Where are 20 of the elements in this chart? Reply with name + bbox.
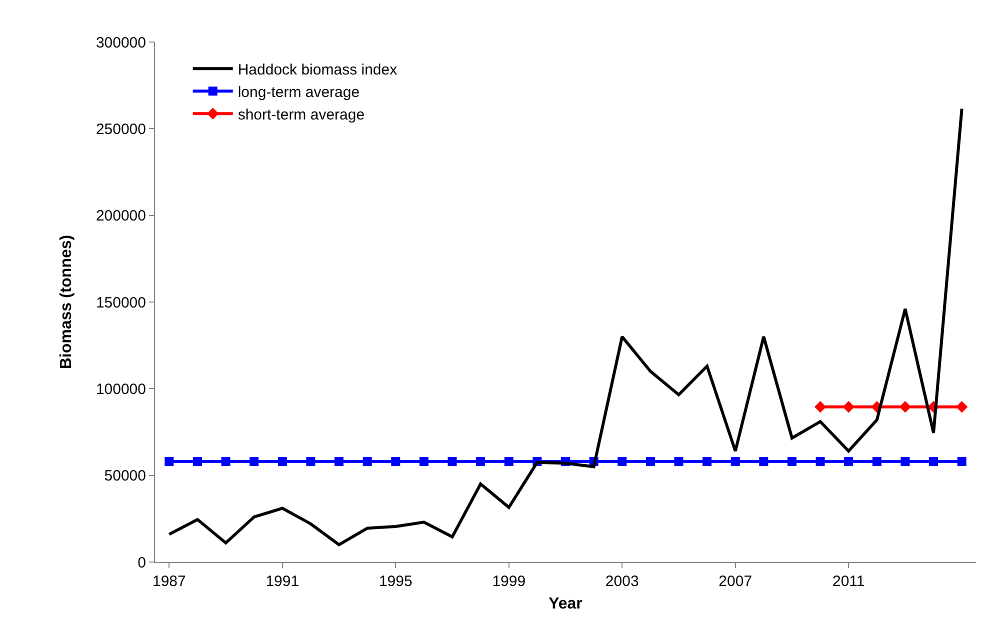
y-tick-label: 150000 <box>96 294 146 312</box>
legend-label: short-term average <box>238 106 365 124</box>
y-tick-label: 250000 <box>96 120 146 138</box>
x-tick-label: 2011 <box>832 573 865 590</box>
y-tick-label: 300000 <box>96 34 146 52</box>
y-tick-label: 100000 <box>96 380 146 398</box>
y-tick-label: 200000 <box>96 208 146 225</box>
legend-label: Haddock biomass index <box>238 62 398 78</box>
x-tick-label: 1995 <box>378 573 412 590</box>
y-axis-title: Biomass (tonnes) <box>58 234 75 370</box>
x-tick-label: 2003 <box>605 573 639 590</box>
x-tick-label: 1999 <box>492 573 526 590</box>
x-axis-title: Year <box>548 596 582 613</box>
y-tick-label: 0 <box>138 554 146 572</box>
x-tick-label: 2007 <box>718 573 752 590</box>
legend-label: long-term average <box>238 84 360 101</box>
line-series <box>168 107 964 546</box>
y-tick-label: 50000 <box>104 468 146 485</box>
x-tick-label: 1987 <box>152 573 186 590</box>
x-tick-label: 1991 <box>266 573 300 590</box>
